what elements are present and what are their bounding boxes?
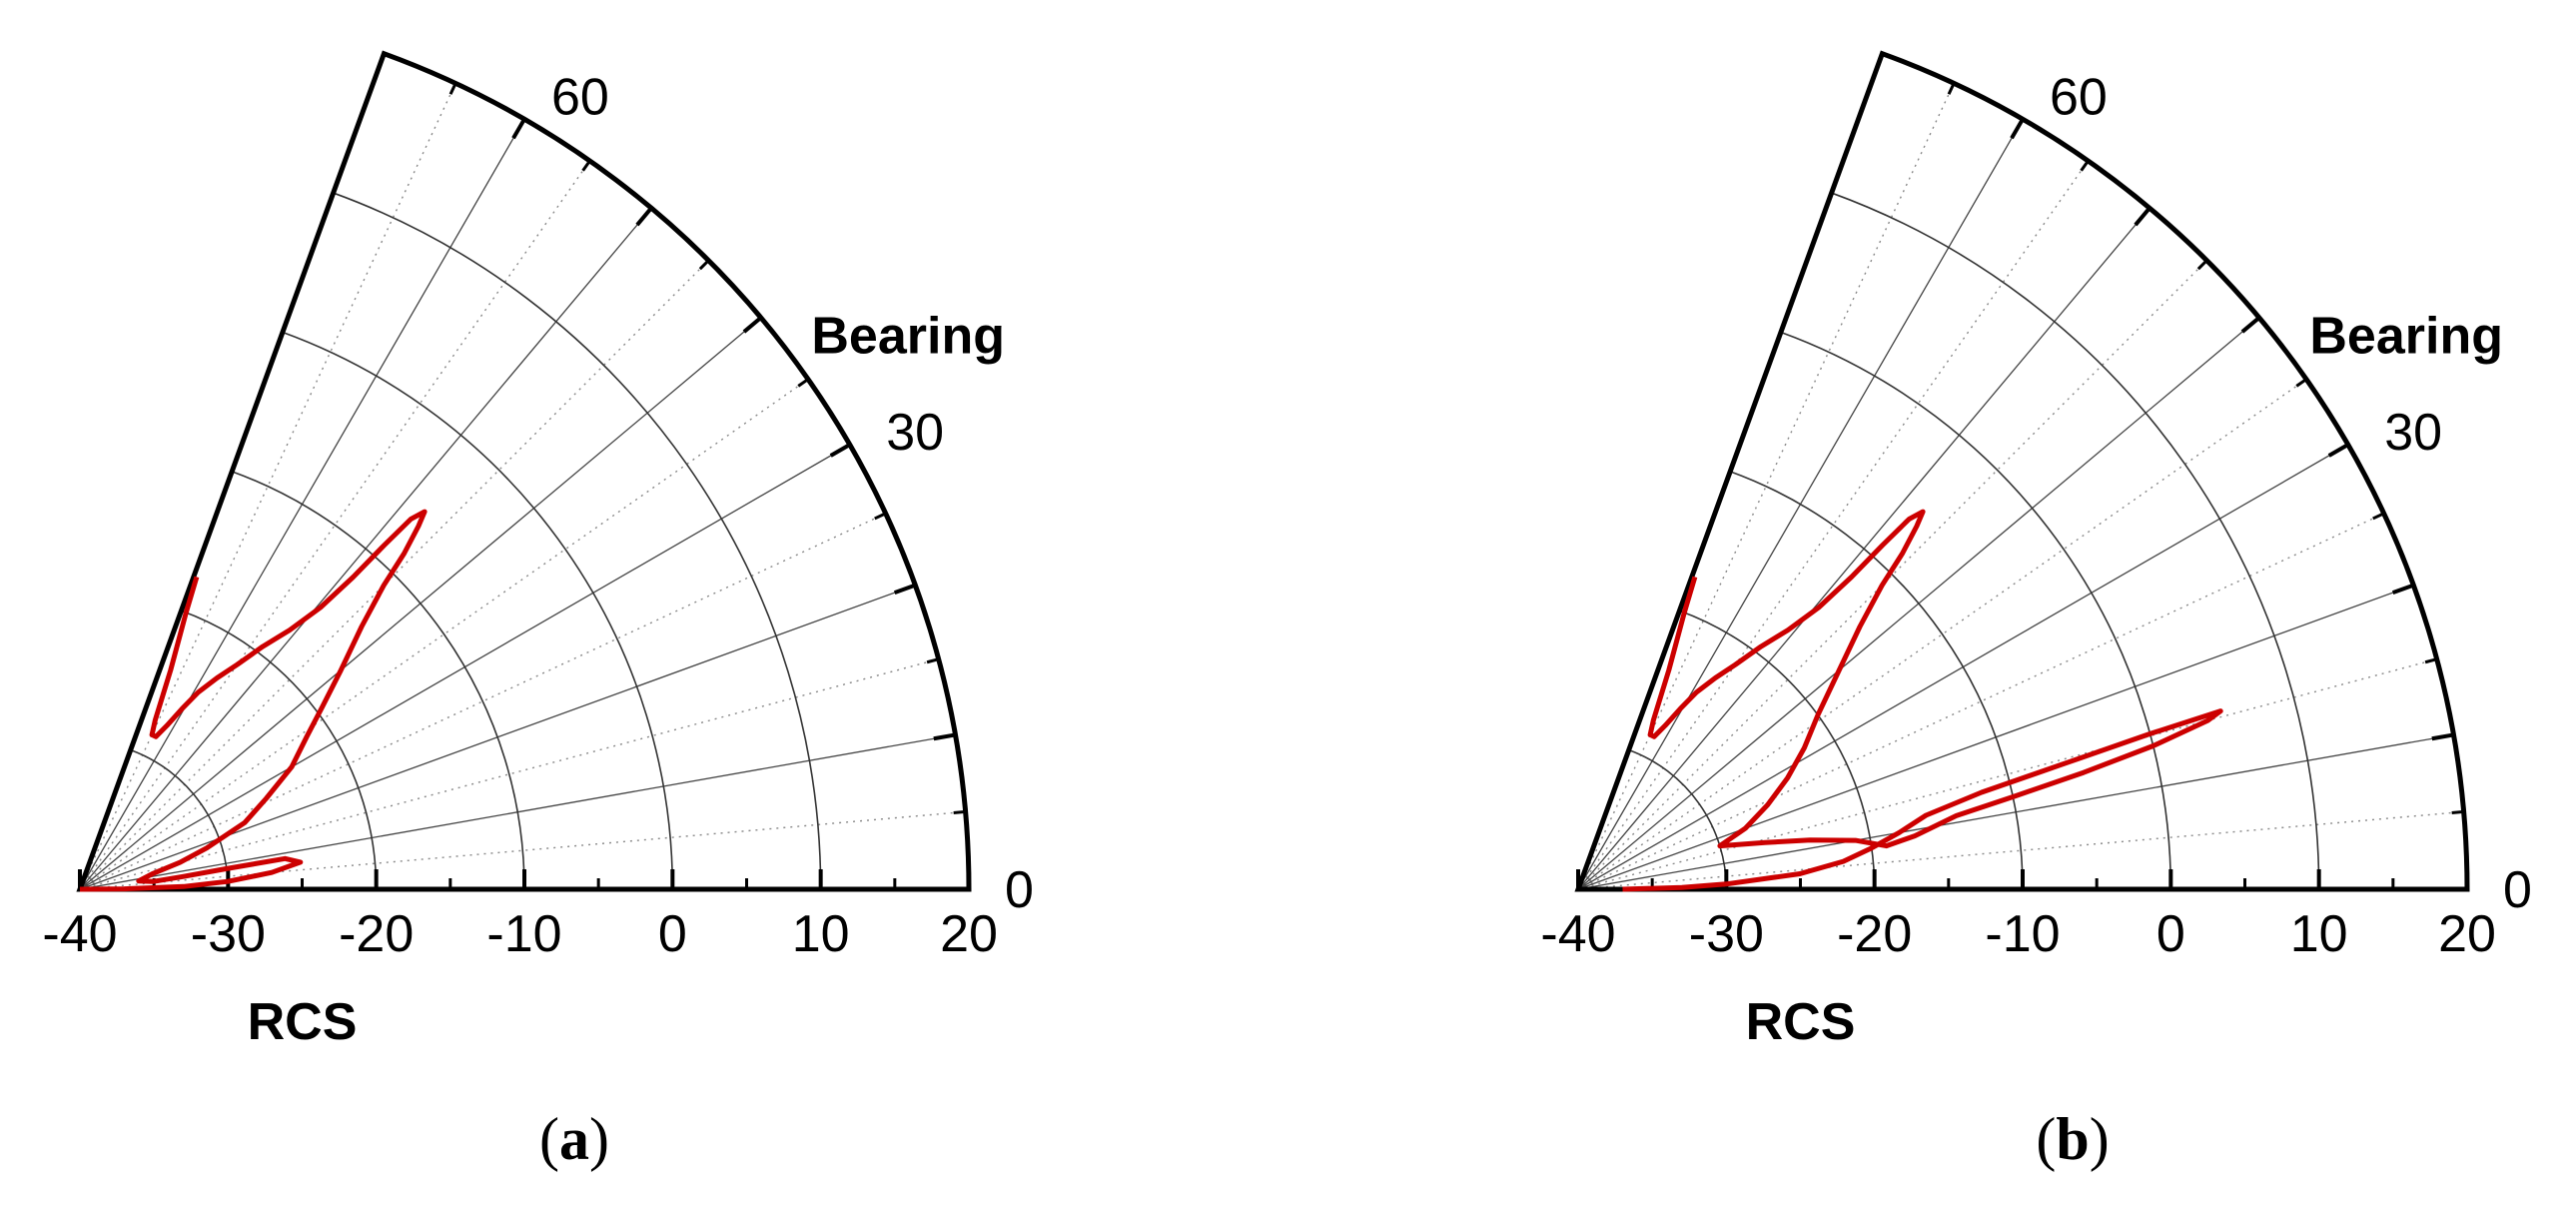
r-tick-label: 20	[2438, 905, 2496, 963]
circular-grid	[1628, 748, 1728, 890]
theta-minor-tick	[2424, 657, 2438, 664]
theta-major-tick	[742, 316, 763, 334]
theta-major-tick	[635, 206, 653, 227]
theta-major-tick	[2431, 732, 2454, 741]
theta-minor-tick	[581, 160, 591, 172]
panel-b: -40 -30 -20 -10 0 10 20 RCS 0 30 60 Bearing (b)	[1540, 50, 2532, 1172]
r-tick-label: -40	[42, 905, 117, 963]
theta-minor-tick	[874, 512, 887, 521]
r-tick-label: 0	[2156, 905, 2185, 963]
r-tick-label: -20	[1837, 905, 1912, 963]
circular-grid	[181, 610, 378, 890]
theta-axis-title: Bearing	[811, 307, 1005, 365]
r-tick-label: 20	[940, 905, 998, 963]
theta-major-tick	[893, 583, 917, 596]
r-tick-label: 10	[792, 905, 850, 963]
circular-grid	[1780, 331, 2172, 890]
theta-major-tick	[933, 732, 956, 741]
theta-tick-label: 30	[886, 404, 944, 462]
r-tick-label: 10	[2290, 905, 2348, 963]
theta-major-tick	[829, 443, 851, 458]
theta-minor-tick	[698, 259, 710, 271]
series-line	[1622, 509, 2223, 892]
sector-frame	[76, 50, 972, 892]
r-axis-title: RCS	[248, 993, 358, 1051]
theta-minor-tick	[953, 809, 966, 814]
r-tick-label: -30	[1689, 905, 1764, 963]
theta-major-tick	[2240, 316, 2261, 334]
circular-grid	[130, 748, 230, 890]
theta-tick-label: 0	[1005, 861, 1034, 919]
series-line	[79, 509, 428, 892]
theta-major-tick	[2391, 583, 2415, 596]
theta-minor-tick	[2451, 809, 2464, 814]
panel-a: -40 -30 -20 -10 0 10 20 RCS 0 30 60 Bearing (a)	[42, 50, 1034, 1172]
panel-label: (b)	[2036, 1106, 2109, 1172]
theta-minor-tick	[2196, 259, 2208, 271]
panel-label: (a)	[539, 1106, 609, 1172]
theta-major-tick	[2010, 118, 2025, 140]
r-tick-label: -10	[486, 905, 561, 963]
theta-minor-tick	[926, 657, 940, 664]
circular-grid	[1831, 192, 2320, 890]
theta-minor-tick	[797, 378, 809, 388]
r-tick-label: -40	[1540, 905, 1615, 963]
theta-minor-tick	[2080, 160, 2090, 172]
circular-grid	[1679, 610, 1876, 890]
r-axis-title: RCS	[1746, 993, 1856, 1051]
theta-major-tick	[2134, 206, 2151, 227]
theta-tick-label: 30	[2384, 404, 2442, 462]
theta-tick-label: 0	[2503, 861, 2532, 919]
theta-axis-title: Bearing	[2309, 307, 2503, 365]
theta-tick-label: 60	[2050, 69, 2108, 127]
r-tick-label: -10	[1985, 905, 2060, 963]
circular-grid	[1729, 471, 2024, 890]
circular-grid	[333, 192, 822, 890]
theta-major-tick	[511, 118, 526, 140]
theta-minor-tick	[448, 82, 457, 95]
sector-frame	[1574, 50, 2470, 892]
theta-minor-tick	[2295, 378, 2307, 388]
circular-grid	[282, 331, 674, 890]
theta-minor-tick	[2372, 512, 2385, 521]
circular-grid	[231, 471, 525, 890]
theta-tick-label: 60	[551, 69, 609, 127]
r-tick-label: -30	[191, 905, 266, 963]
theta-minor-tick	[1947, 82, 1956, 95]
r-tick-label: 0	[658, 905, 687, 963]
theta-major-tick	[2327, 443, 2349, 458]
r-tick-label: -20	[339, 905, 414, 963]
